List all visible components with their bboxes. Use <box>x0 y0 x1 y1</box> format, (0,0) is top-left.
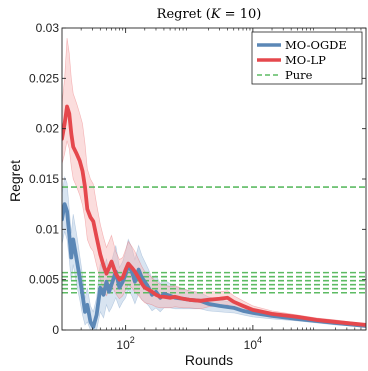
legend-label-pure: Pure <box>285 68 313 82</box>
confidence-band-mo-ogde <box>62 175 366 330</box>
y-tick-label: 0 <box>52 323 59 337</box>
y-tick-label: 0.03 <box>36 21 60 35</box>
y-axis-label: Regret <box>7 160 23 202</box>
y-tick-label: 0.02 <box>36 122 60 136</box>
y-tick-label: 0.015 <box>29 172 59 186</box>
x-axis-label: Rounds <box>185 352 233 368</box>
legend-label-mo-lp: MO-LP <box>285 53 326 67</box>
chart-title: Regret (K = 10) <box>157 7 262 22</box>
series-line-mo-ogde <box>62 202 366 329</box>
legend-label-mo-ogde: MO-OGDE <box>285 38 347 52</box>
legend-box <box>251 31 363 85</box>
series-line-mo-lp <box>62 104 366 327</box>
y-tick-label: 0.01 <box>36 222 60 236</box>
legend: MO-OGDE MO-LP Pure <box>251 31 363 85</box>
y-tick-label: 0.005 <box>29 273 59 287</box>
x-tick-label: 104 <box>244 335 262 352</box>
y-tick-label: 0.025 <box>29 71 59 85</box>
x-tick-label: 102 <box>116 335 134 352</box>
